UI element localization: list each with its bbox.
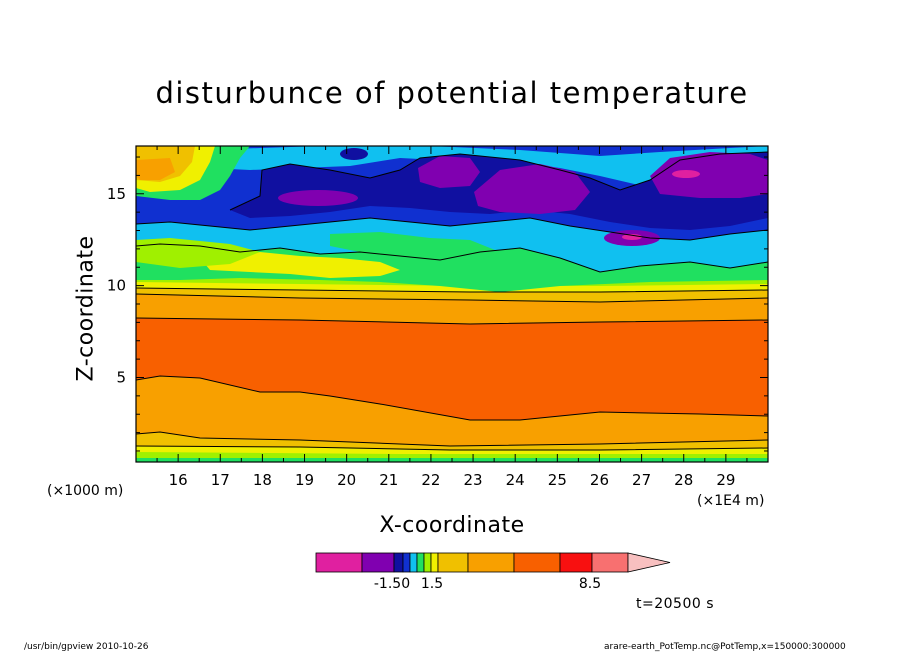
colorbar-cell [423, 552, 432, 573]
colorbar-cell [559, 552, 593, 573]
purple-blob-1 [278, 190, 358, 206]
x-unit-right: (×1E4 m) [697, 493, 765, 509]
colorbar-cell [437, 552, 469, 573]
colorbar-cell [409, 552, 418, 573]
magenta-spot-1 [672, 170, 700, 178]
x-tick-label: 27 [632, 471, 651, 489]
x-tick-label: 21 [379, 471, 398, 489]
footer-left: /usr/bin/gpview 2010-10-26 [24, 642, 149, 652]
y-axis-ticks: 5 10 15 [107, 156, 768, 452]
colorbar-cell [591, 552, 629, 573]
colorbar-label: 1.5 [421, 576, 443, 592]
blob-yellow-mid [200, 252, 400, 278]
x-tick-label: 16 [169, 471, 188, 489]
colorbar-cell [402, 552, 411, 573]
purple-blob-4 [650, 152, 768, 198]
colorbar-label: 8.5 [579, 576, 601, 592]
footer-right: arare-earth_PotTemp.nc@PotTemp,x=150000:… [604, 642, 846, 652]
contour-field [136, 146, 768, 462]
blob-lime-left [136, 238, 260, 268]
colorbar-cell [513, 552, 561, 573]
x-tick-label: 18 [253, 471, 272, 489]
colorbar-cell [430, 552, 439, 573]
colorbar-label: -1.50 [374, 576, 410, 592]
colorbar-cell [315, 552, 363, 573]
x-unit-left: (×1000 m) [47, 483, 124, 499]
purple-blob-3 [474, 164, 590, 214]
x-tick-label: 28 [674, 471, 693, 489]
magenta-spot-2 [622, 234, 642, 240]
x-tick-label: 19 [295, 471, 314, 489]
band-dark-orange [136, 318, 768, 420]
x-tick-label: 17 [211, 471, 230, 489]
colorbar-cell [393, 552, 404, 573]
x-tick-label: 25 [548, 471, 567, 489]
x-tick-label: 24 [506, 471, 525, 489]
contour-lines [136, 151, 768, 451]
y-axis-label: Z-coordinate [73, 235, 99, 382]
y-tick-label: 15 [107, 185, 126, 203]
colorbar-cell [467, 552, 515, 573]
colorbar-cell [416, 552, 425, 573]
y-tick-label: 10 [107, 277, 126, 295]
colorbar-cell [361, 552, 395, 573]
purple-spot-small [340, 148, 368, 160]
blob-lightorange-topleft [136, 158, 175, 180]
colorbar-arrow [627, 552, 671, 573]
x-tick-label: 26 [590, 471, 609, 489]
time-label: t=20500 s [636, 596, 714, 612]
purple-blob-2 [418, 156, 480, 188]
x-axis-ticks: 16 17 18 19 20 21 22 23 24 25 26 27 28 29 [156, 146, 748, 489]
x-axis-label: X-coordinate [379, 513, 525, 538]
blob-green-mid [330, 232, 500, 262]
y-tick-label: 5 [116, 368, 126, 386]
chart-title: disturbunce of potential temperature [155, 76, 749, 110]
x-tick-label: 29 [716, 471, 735, 489]
x-tick-label: 23 [464, 471, 483, 489]
x-tick-label: 22 [421, 471, 440, 489]
x-tick-label: 20 [337, 471, 356, 489]
colorbar: -1.50 1.5 8.5 [315, 552, 671, 592]
